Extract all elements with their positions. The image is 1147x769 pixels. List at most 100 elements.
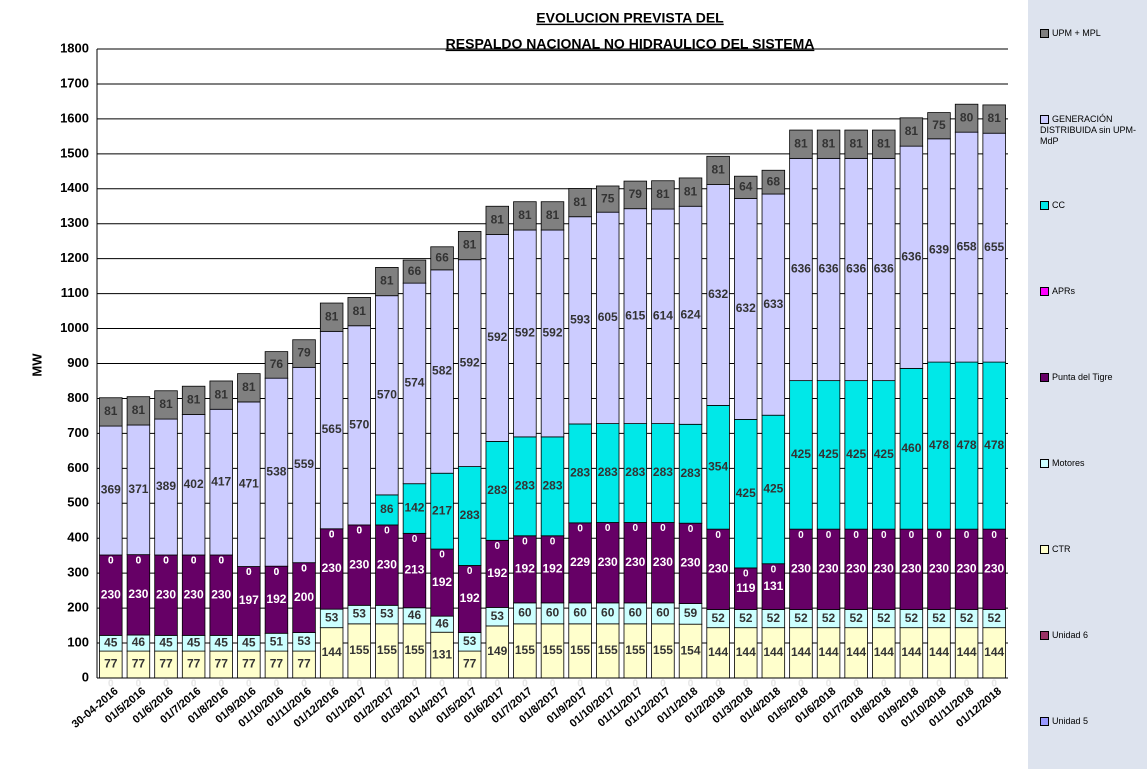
data-label: 0 — [218, 679, 224, 690]
data-label: 582 — [432, 364, 452, 378]
data-label: 0 — [577, 679, 583, 690]
y-tick-label: 1400 — [60, 180, 89, 195]
data-label: 0 — [771, 679, 777, 690]
data-label: 0 — [218, 679, 224, 690]
bar-segment — [209, 380, 233, 410]
legend-swatch — [1040, 29, 1049, 39]
data-label: 0 — [688, 679, 694, 690]
data-label: 636 — [846, 262, 866, 276]
legend-swatch — [1040, 115, 1049, 125]
data-label: 51 — [270, 634, 284, 648]
data-label: 0 — [909, 679, 915, 690]
data-label: 614 — [653, 308, 673, 322]
legend-label: Unidad 5 — [1052, 716, 1089, 726]
bar-segment — [761, 169, 786, 195]
data-label: 0 — [577, 679, 583, 690]
data-label: 0 — [633, 523, 639, 534]
data-label: 0 — [301, 563, 307, 574]
data-label: 478 — [957, 438, 977, 452]
data-label: 45 — [242, 635, 256, 649]
data-label: 0 — [577, 523, 583, 534]
legend-swatch — [1040, 201, 1049, 211]
data-label: 632 — [736, 301, 756, 315]
bar-segment — [402, 259, 427, 284]
data-label: 192 — [515, 561, 535, 575]
data-label: 592 — [515, 326, 535, 340]
data-label: 425 — [763, 482, 783, 496]
data-label: 46 — [435, 616, 449, 630]
y-tick-label: 1700 — [60, 75, 89, 90]
data-label: 0 — [356, 679, 362, 690]
data-label: 81 — [187, 393, 201, 407]
data-label: 81 — [325, 309, 339, 323]
data-label: 75 — [601, 191, 615, 205]
y-tick-label: 300 — [67, 565, 89, 580]
data-label: 52 — [822, 611, 836, 625]
bar-segment — [816, 129, 841, 159]
data-label: 0 — [439, 550, 445, 561]
legend-label: GENERACIÓN DISTRIBUIDA sin UPM-MdP — [1040, 114, 1137, 146]
y-tick-label: 1300 — [60, 215, 89, 230]
data-label: 0 — [274, 679, 280, 690]
data-label: 53 — [353, 607, 367, 621]
data-label: 658 — [957, 239, 977, 253]
data-label: 417 — [211, 474, 231, 488]
data-label: 0 — [301, 679, 307, 690]
data-label: 81 — [546, 208, 560, 222]
data-label: 0 — [384, 526, 390, 537]
legend-swatch — [1040, 717, 1049, 727]
bar-segment — [899, 117, 924, 147]
data-label: 0 — [715, 679, 721, 690]
data-label: 213 — [404, 563, 424, 577]
data-label: 0 — [991, 530, 997, 541]
legend-item: Motores — [1040, 458, 1145, 469]
data-label: 0 — [660, 523, 666, 534]
data-label: 0 — [522, 679, 528, 690]
chart: EVOLUCION PREVISTA DEL RESPALDO NACIONAL… — [29, 10, 1008, 731]
data-label: 75 — [932, 118, 946, 132]
data-label: 144 — [984, 645, 1004, 659]
data-label: 283 — [515, 479, 535, 493]
data-label: 0 — [274, 679, 280, 690]
data-label: 0 — [853, 530, 859, 541]
data-label: 425 — [846, 447, 866, 461]
bar-segment — [181, 385, 206, 415]
data-label: 425 — [791, 447, 811, 461]
data-label: 52 — [988, 611, 1002, 625]
data-label: 639 — [929, 243, 949, 257]
data-label: 230 — [101, 587, 121, 601]
data-label: 230 — [156, 587, 176, 601]
data-label: 144 — [736, 645, 756, 659]
bar-segment — [126, 396, 151, 426]
data-label: 192 — [542, 561, 562, 575]
data-label: 636 — [901, 249, 921, 263]
legend-label: APRs — [1052, 286, 1076, 296]
legend-label: CC — [1052, 200, 1065, 210]
data-label: 0 — [412, 679, 418, 690]
data-label: 144 — [791, 645, 811, 659]
data-label: 0 — [246, 679, 252, 690]
data-label: 0 — [274, 567, 280, 578]
data-label: 60 — [573, 606, 587, 620]
data-label: 636 — [819, 262, 839, 276]
data-label: 0 — [798, 679, 804, 690]
data-label: 0 — [356, 526, 362, 537]
data-label: 0 — [108, 679, 114, 690]
data-label: 478 — [984, 438, 1004, 452]
data-label: 0 — [660, 679, 666, 690]
data-label: 0 — [384, 679, 390, 690]
data-label: 81 — [518, 208, 532, 222]
data-label: 425 — [874, 447, 894, 461]
data-label: 77 — [215, 657, 229, 671]
data-label: 0 — [329, 679, 335, 690]
bar-segment — [651, 180, 675, 210]
data-label: 77 — [187, 657, 201, 671]
data-label: 46 — [132, 635, 146, 649]
bar-segment — [982, 104, 1006, 134]
bar-segment — [623, 180, 648, 210]
data-label: 230 — [984, 561, 1004, 575]
data-label: 155 — [570, 643, 590, 657]
data-label: 0 — [136, 555, 142, 566]
y-tick-label: 1500 — [60, 145, 89, 160]
